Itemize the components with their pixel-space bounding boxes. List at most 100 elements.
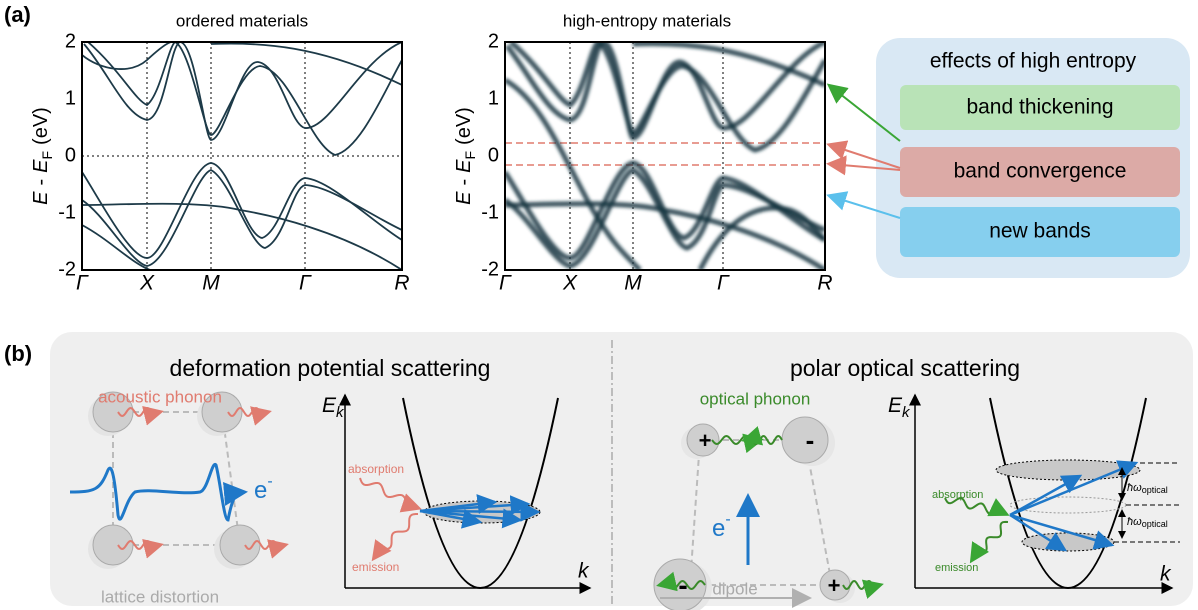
y-tick-label: 2: [488, 30, 499, 52]
axis-label: Ek: [888, 394, 911, 421]
phonon-wave: [944, 497, 1010, 517]
phonon-wave: [359, 477, 422, 513]
y-axis-label-part: E: [30, 159, 52, 173]
energy-label: ħωoptical: [1127, 482, 1168, 495]
charge: -: [678, 569, 687, 600]
energy-symbol: ħω: [1127, 482, 1142, 494]
charge: -: [806, 425, 815, 455]
phonon-wave: [842, 579, 884, 599]
ek-diagram: [909, 393, 1180, 594]
x-tick-label: Γ: [299, 272, 312, 295]
phonon-wave: [244, 539, 289, 559]
section-title: polar optical scattering: [790, 355, 1020, 381]
y-axis-label: E-EF(eV): [30, 107, 54, 205]
effect-label: new bands: [989, 220, 1091, 243]
axis-symbol: E: [888, 394, 903, 417]
panel-label: (a): [4, 2, 31, 27]
y-axis-label-part: E: [453, 191, 475, 205]
arrow: [826, 83, 901, 142]
axis-label: k: [578, 560, 590, 583]
lattice: [69, 391, 261, 569]
phonon-wave: [227, 406, 272, 426]
lattice: [653, 416, 855, 610]
y-axis-label-part: -: [453, 179, 475, 186]
phonon-wave: [117, 406, 164, 426]
panel-label: (b): [4, 341, 32, 366]
y-axis-label-part: F: [39, 151, 55, 160]
x-tick-label: R: [394, 272, 409, 295]
axis-subscript: k: [902, 404, 911, 421]
blurred-bands: [505, 42, 825, 270]
phonon-wave: [741, 426, 783, 446]
effect-box: [900, 85, 1180, 130]
absorption-label: absorption: [348, 462, 404, 476]
charge: +: [699, 428, 712, 453]
distortion-label: lattice distortion: [101, 587, 219, 606]
x-tick-label: R: [817, 272, 832, 295]
axis-label: Ek: [322, 394, 345, 421]
y-axis-label-part: E: [30, 191, 52, 205]
y-tick-label: 1: [488, 87, 499, 109]
effect-label: band convergence: [954, 160, 1127, 183]
y-tick-label: -2: [481, 258, 499, 280]
electron-charge: -: [725, 511, 730, 528]
arrow: [826, 155, 901, 176]
plot-title: ordered materials: [176, 11, 308, 30]
y-axis-label-part: E: [453, 159, 475, 173]
phonon-label: optical phonon: [700, 389, 811, 408]
y-axis-label-part: (eV): [453, 107, 475, 145]
panel-background: [50, 332, 1193, 606]
charge: +: [828, 573, 841, 598]
dipole-label: dipole: [712, 579, 757, 598]
plot-frame: [81, 41, 403, 271]
axis-label: k: [1160, 563, 1172, 586]
electron-symbol: e: [712, 515, 725, 542]
y-tick-label: 2: [65, 30, 76, 52]
x-tick-label: Γ: [717, 272, 730, 295]
emission-label: emission: [935, 562, 978, 574]
x-tick-label: X: [139, 272, 155, 295]
section-title: deformation potential scattering: [170, 355, 491, 381]
electron-charge: -: [267, 473, 272, 490]
effect-label: band thickening: [966, 96, 1113, 119]
axis-subscript: k: [336, 404, 345, 421]
x-tick-label: Γ: [499, 272, 512, 295]
y-axis-label-part: -: [30, 179, 52, 186]
y-axis-label-part: (eV): [30, 107, 52, 145]
y-tick-label: 0: [65, 144, 76, 166]
y-axis-label: E-EF(eV): [453, 107, 477, 205]
effects-title: effects of high entropy: [930, 50, 1137, 73]
x-tick-label: M: [202, 272, 220, 295]
plot-frame: [504, 41, 826, 271]
phonon-wave: [117, 539, 164, 559]
phonon-wave: [656, 571, 706, 592]
plot-title: high-entropy materials: [563, 11, 731, 30]
y-tick-label: 1: [65, 87, 76, 109]
y-tick-label: 0: [488, 144, 499, 166]
y-tick-label: -2: [58, 258, 76, 280]
ek-diagram: [339, 393, 592, 594]
x-tick-label: X: [562, 272, 578, 295]
energy-symbol: ħω: [1127, 516, 1142, 528]
bands: [82, 42, 402, 270]
electron-label: e-: [712, 511, 731, 542]
energy-label: ħωoptical: [1127, 516, 1168, 529]
electron-symbol: e: [254, 477, 267, 504]
x-tick-label: Γ: [76, 272, 89, 295]
effect-box: [900, 147, 1180, 197]
emission-label: emission: [352, 560, 399, 574]
phonon-wave: [371, 513, 419, 562]
y-tick-label: -1: [481, 201, 499, 223]
electron-label: e-: [254, 473, 273, 504]
arrow: [826, 191, 901, 219]
absorption-label: absorption: [932, 489, 983, 501]
arrow: [826, 140, 901, 169]
axis-symbol: E: [322, 394, 337, 417]
energy-subscript: optical: [1142, 485, 1168, 495]
x-tick-label: M: [624, 272, 642, 295]
y-tick-label: -1: [58, 201, 76, 223]
energy-subscript: optical: [1142, 519, 1168, 529]
y-axis-label-part: F: [462, 151, 478, 160]
phonon-wave: [969, 520, 1009, 564]
